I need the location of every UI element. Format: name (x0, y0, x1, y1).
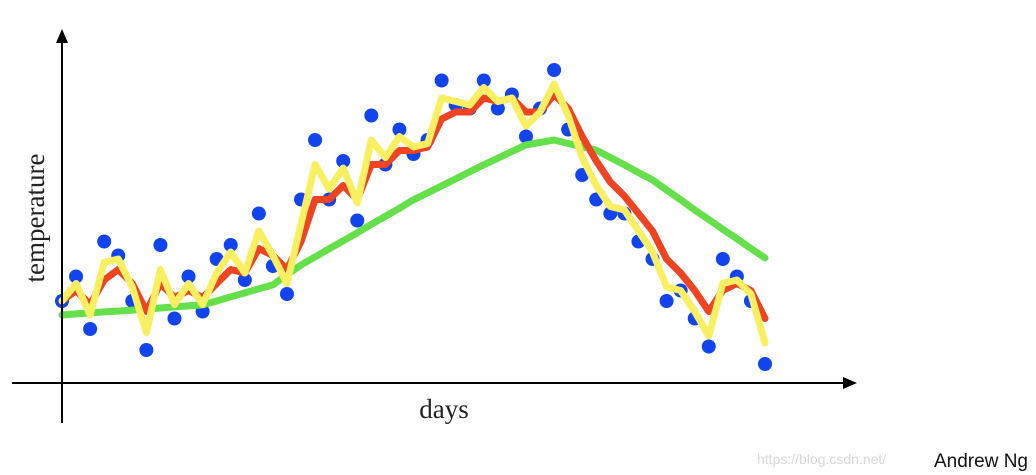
data-point (279, 287, 294, 301)
data-point (547, 63, 562, 77)
data-point (364, 108, 379, 123)
data-point (181, 269, 196, 284)
smoothed-line (58, 80, 769, 347)
data-point (350, 213, 365, 228)
x-axis-label: days (419, 394, 469, 424)
y-axis-arrow (56, 29, 68, 43)
data-point (434, 73, 449, 88)
data-point (490, 101, 505, 116)
data-point (237, 273, 252, 287)
data-point (83, 322, 98, 336)
data-point (139, 343, 154, 357)
data-point (659, 294, 674, 308)
author: Andrew Ng (934, 451, 1028, 472)
data-point (153, 238, 168, 252)
data-point (336, 154, 351, 168)
data-point (69, 269, 84, 284)
data-point (251, 206, 266, 221)
x-axis-arrow (843, 377, 857, 389)
smoothed-line (58, 136, 769, 319)
data-point (701, 339, 716, 354)
watermark: https://blog.csdn.net/ (757, 451, 886, 467)
data-point (97, 234, 112, 249)
data-point (167, 311, 182, 326)
data-point (308, 133, 323, 147)
data-point (392, 122, 407, 137)
data-point (223, 238, 238, 252)
data-point (476, 73, 491, 88)
data-point (715, 252, 730, 266)
y-axis-label: temperature (20, 154, 50, 283)
data-point (518, 129, 533, 144)
data-point (758, 357, 772, 371)
plot-area (55, 63, 772, 371)
